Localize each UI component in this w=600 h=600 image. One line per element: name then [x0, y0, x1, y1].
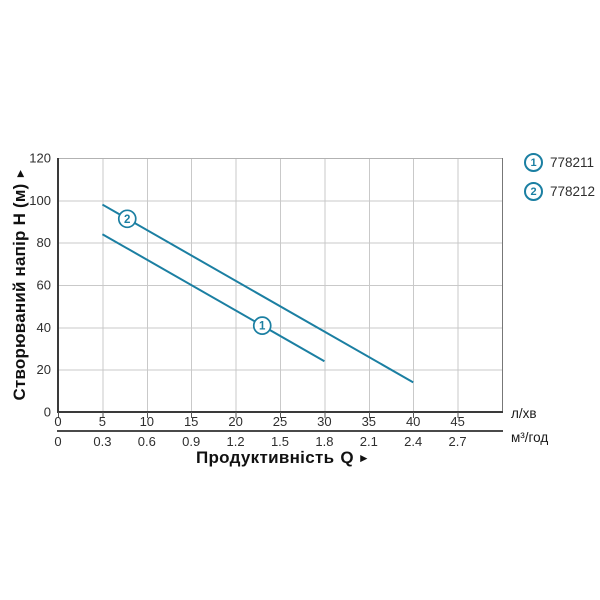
x-tick-label-lmin: 0	[54, 414, 61, 429]
axes	[57, 158, 503, 432]
x-tick-label-m3h: 1.8	[315, 434, 333, 449]
series-2-curve: 2	[101, 203, 414, 384]
series-2-marker-number: 2	[124, 214, 130, 226]
x-tick-label-m3h: 0.3	[93, 434, 111, 449]
x-tick-label-m3h: 0.6	[138, 434, 156, 449]
legend-label: 778211	[550, 155, 595, 170]
x-tick-label-lmin: 20	[228, 414, 242, 429]
series-1-marker-icon	[252, 316, 272, 335]
x-axis-title-text: Продуктивність	[195, 448, 335, 467]
x-axis-title: Продуктивність Q ►	[196, 448, 370, 468]
x-tick-label-lmin: 30	[317, 414, 331, 429]
y-tick-label: 120	[29, 151, 51, 166]
x-tick-label-m3h: 1.2	[227, 434, 245, 449]
y-tick-label: 0	[44, 405, 51, 420]
x-axis-unit-secondary: м³/год	[511, 430, 549, 445]
series-2-marker-icon: 2	[524, 182, 543, 201]
legend: 1 778211 2 778212	[524, 153, 595, 211]
legend-item-778212: 2 778212	[524, 182, 595, 201]
series-1-marker-number: 1	[259, 321, 266, 333]
legend-item-778211: 1 778211	[524, 153, 595, 172]
x-axis-unit-primary: л/хв	[511, 406, 537, 421]
x-axis-title-q: Q	[340, 448, 354, 467]
series-2-marker-icon	[117, 209, 137, 229]
x-tick-label-m3h: 0	[54, 434, 61, 449]
x-tick-label-lmin: 25	[273, 414, 287, 429]
x-tick-label-lmin: 10	[140, 414, 154, 429]
x-tick-label-lmin: 35	[362, 414, 376, 429]
x-tick-label-m3h: 2.7	[449, 434, 467, 449]
y-tick-label: 40	[37, 320, 51, 335]
x-tick-label-lmin: 40	[406, 414, 420, 429]
x-tick-label-m3h: 2.1	[360, 434, 378, 449]
x-tick-label-m3h: 2.4	[404, 434, 422, 449]
x-tick-label-lmin: 15	[184, 414, 198, 429]
y-tick-label: 80	[37, 235, 51, 250]
series-1-curve: 1	[101, 233, 325, 363]
y-tick-label: 60	[37, 278, 51, 293]
y-axis-title: Створюваний напір H (м) ►	[10, 167, 30, 400]
tick-labels: 0 20 40 60 80 100 120 0 5 10 15 20 25 30 35 40 45 0 0.3 0.6…	[29, 151, 466, 450]
y-axis-arrow-icon: ►	[13, 167, 27, 180]
x-tick-label-lmin: 5	[99, 414, 106, 429]
x-tick-label-m3h: 1.5	[271, 434, 289, 449]
x-tick-label-lmin: 45	[450, 414, 464, 429]
gridlines	[58, 158, 502, 412]
y-tick-label: 20	[37, 362, 51, 377]
legend-label: 778212	[550, 184, 596, 199]
x-axis-arrow-icon: ►	[357, 451, 371, 465]
series-1-marker-icon: 1	[524, 153, 543, 172]
y-axis-title-text: Створюваний напір H (м)	[10, 183, 29, 401]
x-tick-label-m3h: 0.9	[182, 434, 200, 449]
y-tick-label: 100	[29, 193, 51, 208]
